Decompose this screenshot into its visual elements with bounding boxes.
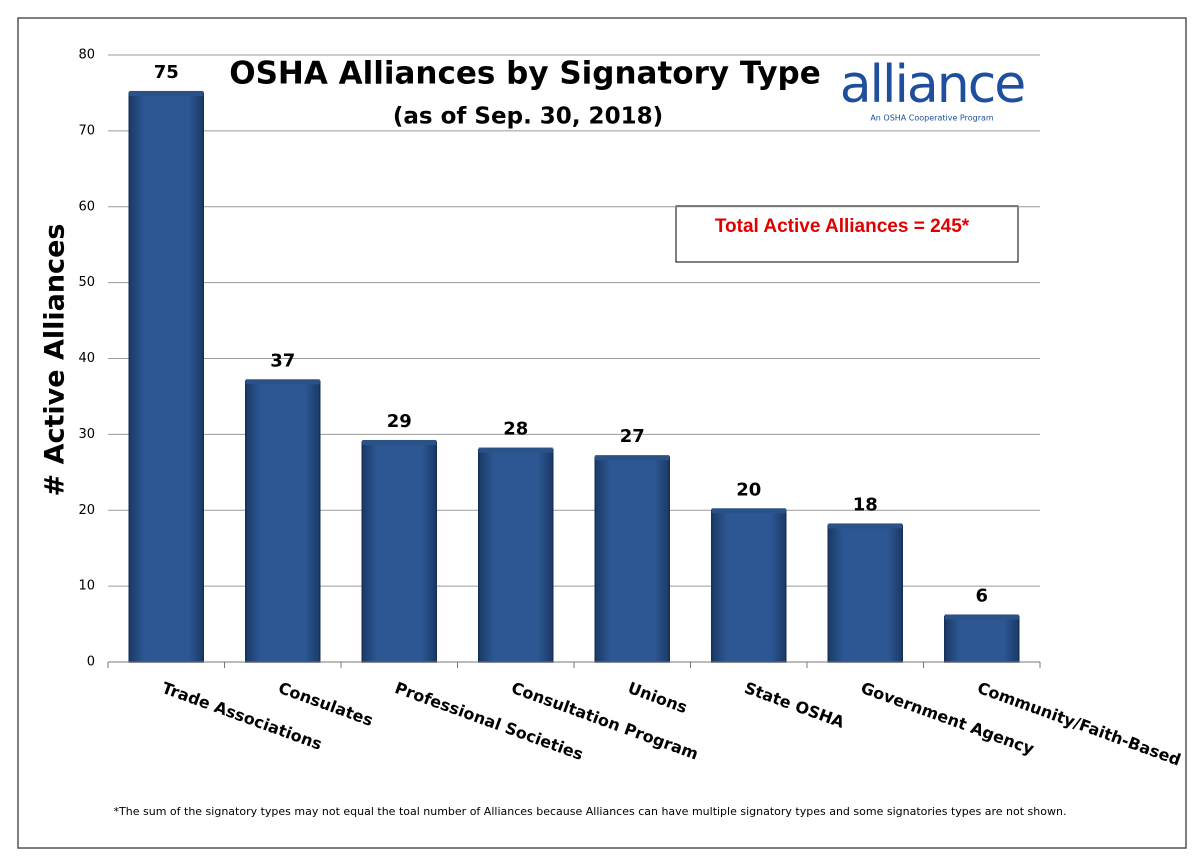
logo-text: alliance xyxy=(840,55,1025,115)
bar-top xyxy=(944,614,1019,620)
bar xyxy=(827,524,903,663)
bar-top xyxy=(711,508,786,514)
y-tick-label: 80 xyxy=(78,48,95,63)
bar-top xyxy=(362,439,437,445)
chart-subtitle: (as of Sep. 30, 2018) xyxy=(393,104,663,130)
y-tick-label: 20 xyxy=(78,503,95,518)
data-label: 6 xyxy=(975,585,988,606)
data-label: 27 xyxy=(620,426,645,447)
bar-top xyxy=(478,447,553,453)
y-tick-label: 50 xyxy=(78,275,95,290)
bar-top xyxy=(828,523,903,529)
bar-top xyxy=(129,90,204,96)
data-label: 37 xyxy=(270,350,295,371)
data-label: 18 xyxy=(853,494,878,515)
bar xyxy=(711,509,787,663)
chart-frame xyxy=(17,17,1187,849)
bar xyxy=(478,448,554,663)
bar xyxy=(128,92,204,663)
bar-top xyxy=(245,379,320,385)
y-tick-label: 60 xyxy=(78,199,95,214)
annotation: Total Active Alliances = 245* xyxy=(715,216,970,237)
y-tick-label: 10 xyxy=(78,579,95,594)
y-tick-label: 30 xyxy=(78,427,95,442)
bar xyxy=(944,615,1020,663)
chart-title: OSHA Alliances by Signatory Type xyxy=(229,56,821,92)
logo-tagline: An OSHA Cooperative Program xyxy=(870,114,994,123)
bar xyxy=(594,456,670,663)
data-label: 75 xyxy=(154,62,179,83)
data-label: 29 xyxy=(387,411,412,432)
y-tick-label: 70 xyxy=(78,123,95,138)
y-axis-label: # Active Alliances xyxy=(40,224,71,497)
footnote: *The sum of the signatory types may not … xyxy=(114,805,1067,818)
data-label: 20 xyxy=(736,479,761,500)
annotation-box xyxy=(675,205,1019,263)
bar xyxy=(245,380,321,663)
bar xyxy=(361,441,437,663)
data-label: 28 xyxy=(503,419,528,440)
y-tick-label: 0 xyxy=(87,655,95,670)
bar-top xyxy=(595,455,670,461)
y-tick-label: 40 xyxy=(78,351,95,366)
